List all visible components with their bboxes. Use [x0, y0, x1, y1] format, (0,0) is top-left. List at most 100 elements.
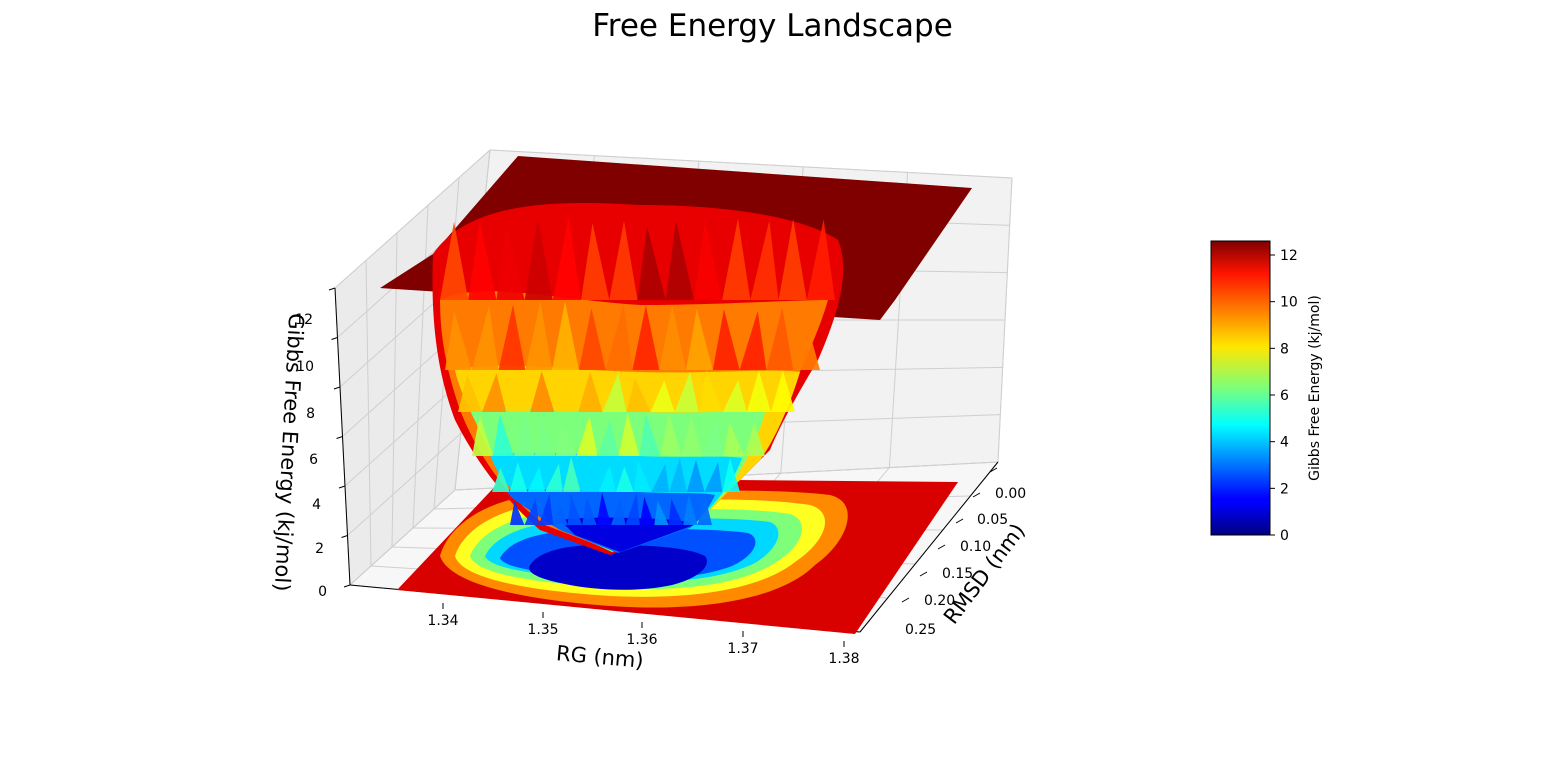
- y-axis-line: [859, 461, 999, 633]
- surface-facet: [597, 419, 619, 456]
- colorbar: 0 2 4 6 8 10 12 Gibbs Free Energy (kj/mol): [1210, 240, 1323, 544]
- surface-facet: [510, 500, 525, 525]
- surface-facet: [659, 305, 687, 370]
- surface-facet: [665, 220, 694, 300]
- chart-title: Free Energy Landscape: [592, 8, 953, 44]
- x-tick-label: 1.34: [427, 613, 458, 629]
- surface-facet: [633, 460, 652, 492]
- z-tick-mark: [338, 485, 346, 489]
- surface-facet: [660, 412, 682, 456]
- surface-facet: [545, 463, 563, 492]
- surface-facet: [492, 467, 510, 492]
- surface-facet: [578, 371, 603, 412]
- surface-facet: [639, 496, 655, 525]
- surface-facet: [618, 412, 640, 456]
- y-tick-mark: [901, 597, 910, 603]
- z-tick-mark: [336, 436, 343, 439]
- surface-facet: [609, 220, 638, 300]
- z-tick-label: 8: [306, 406, 315, 422]
- z-tick-mark: [343, 584, 351, 588]
- x-axis-ticks: 1.34 1.35 1.36 1.37 1.38: [427, 613, 859, 667]
- surface-facet: [739, 311, 767, 370]
- z-tick-label: 12: [295, 312, 313, 328]
- grid-line-z-left: [334, 149, 491, 289]
- surface-facet: [458, 374, 483, 412]
- surface-facet: [722, 380, 747, 412]
- y-tick-label: 0.00: [995, 486, 1026, 502]
- surface-facet: [562, 456, 581, 492]
- surface-facet: [440, 221, 469, 300]
- y-tick-label: 0.05: [977, 512, 1008, 528]
- tick-marks: [328, 287, 998, 647]
- x-tick-label: 1.38: [828, 651, 859, 667]
- x-tick-label: 1.35: [527, 622, 558, 638]
- z-tick-label: 4: [312, 497, 321, 513]
- surface-facet: [509, 461, 528, 492]
- y-tick-label: 0.20: [924, 593, 955, 609]
- surface-facet: [605, 303, 633, 370]
- surface-facet: [468, 220, 497, 300]
- surface-facet: [686, 308, 713, 370]
- energy-surface: [380, 156, 972, 555]
- surface-facet: [602, 373, 627, 412]
- y-tick-label: 0.15: [942, 566, 973, 582]
- surface-facet: [693, 220, 723, 300]
- surface-facet: [744, 422, 765, 456]
- surface-facet: [496, 225, 525, 300]
- y-axis-ticks: 0.00 0.05 0.10 0.15 0.20 0.25: [905, 486, 1026, 638]
- contour-level-0: [529, 544, 707, 590]
- surface-facet: [674, 372, 699, 412]
- grid-line-x-floor: [349, 489, 456, 586]
- x-tick-label: 1.37: [727, 641, 758, 657]
- surface-facet: [578, 308, 606, 370]
- surface-spikes: [440, 215, 835, 525]
- surface-facet: [626, 378, 651, 412]
- surface-facet: [596, 492, 611, 525]
- surface-facet: [598, 465, 616, 492]
- surface-facet: [683, 494, 698, 525]
- y-tick-mark: [955, 518, 964, 524]
- surface-facet: [686, 459, 705, 492]
- colorbar-tick-label: 6: [1280, 388, 1289, 404]
- surface-facet: [668, 498, 684, 525]
- colorbar-ticks: 0 2 4 6 8 10 12: [1270, 248, 1298, 544]
- surface-facet: [632, 305, 660, 370]
- colorbar-tick-label: 12: [1280, 248, 1298, 264]
- z-tick-label: 2: [315, 541, 324, 557]
- y-tick-mark: [989, 467, 998, 473]
- z-axis-label: Gibbs Free Energy (kj/mol): [270, 313, 309, 592]
- surface-facet: [554, 380, 579, 412]
- surface-facet: [722, 458, 740, 492]
- y-tick-mark: [937, 544, 946, 550]
- grid-line-z-left: [347, 432, 462, 536]
- surface-facet: [482, 373, 507, 412]
- colorbar-tick-label: 10: [1280, 295, 1298, 311]
- surface-facet: [702, 418, 724, 456]
- surface-facet: [639, 412, 661, 456]
- surface-facet: [524, 218, 553, 300]
- y-tick-label: 0.25: [905, 622, 936, 638]
- surface-facet: [766, 307, 794, 370]
- surface-facet: [806, 219, 835, 300]
- colorbar-tick-label: 0: [1280, 528, 1289, 544]
- grid-line-z-back: [489, 149, 1013, 179]
- surface-facet: [472, 415, 493, 456]
- surface-facet: [552, 301, 579, 370]
- surface-facet: [704, 462, 723, 492]
- surface-facet: [471, 305, 499, 370]
- surface-facet: [793, 303, 820, 370]
- surface-facet: [637, 226, 666, 300]
- surface-facet: [698, 370, 723, 412]
- surface-facet: [513, 413, 535, 456]
- surface-facet: [650, 380, 675, 412]
- surface-minimum: [560, 517, 694, 552]
- surface-facet: [524, 499, 539, 525]
- colorbar-label: Gibbs Free Energy (kj/mol): [1307, 295, 1323, 481]
- surface-facet: [553, 502, 568, 525]
- colorbar-tick-label: 8: [1280, 341, 1289, 357]
- surface-facet: [552, 215, 582, 300]
- surface-facet: [654, 500, 669, 525]
- surface-facet: [525, 301, 553, 370]
- surface-facet: [750, 220, 779, 300]
